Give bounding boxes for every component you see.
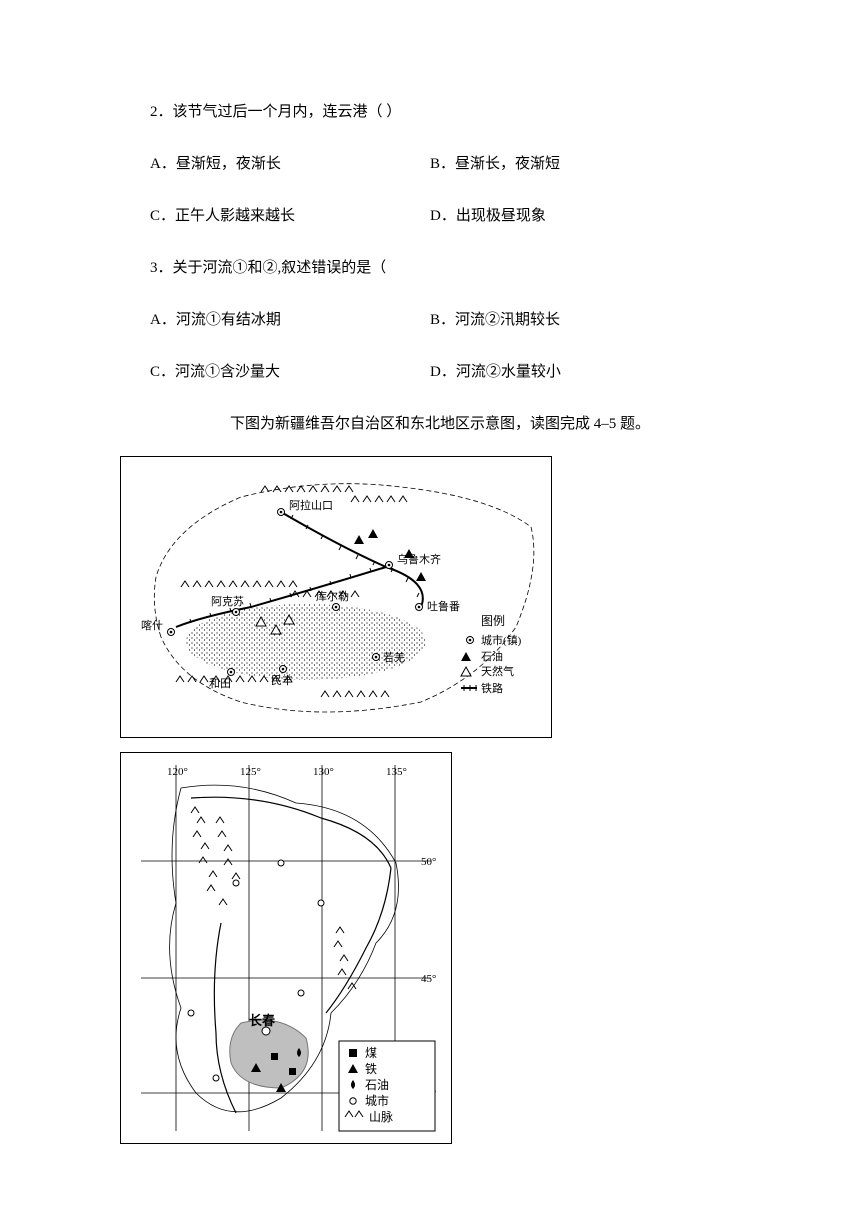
q3-row1: A．河流①有结冰期 B．河流②汛期较长 bbox=[150, 308, 730, 332]
label-korla: 库尔勒 bbox=[316, 590, 349, 603]
figure-northeast: 120° 125° 130° 135° 50° 45° 40° 长春 bbox=[120, 752, 730, 1144]
label-minfeng: 民丰 bbox=[271, 674, 293, 687]
label-hotan: 和田 bbox=[209, 677, 231, 690]
lat-1: 45° bbox=[421, 973, 436, 985]
q2-row2: C．正午人影越来越长 D．出现极昼现象 bbox=[150, 204, 730, 228]
q3-option-d: D．河流②水量较小 bbox=[430, 360, 730, 384]
legend-title: 图例 bbox=[481, 614, 505, 628]
q2-option-c: C．正午人影越来越长 bbox=[150, 204, 430, 228]
label-turpan: 吐鲁番 bbox=[427, 599, 460, 613]
legend-city: 城市(镇) bbox=[481, 633, 522, 647]
legend-coal: 煤 bbox=[365, 1046, 377, 1060]
legend-oil2: 石油 bbox=[365, 1078, 389, 1092]
map-xinjiang: 阿拉山口 乌鲁木齐 吐鲁番 库尔勒 阿克苏 喀什 和田 民丰 若羌 bbox=[120, 456, 552, 738]
q3-row2: C．河流①含沙量大 D．河流②水量较小 bbox=[150, 360, 730, 384]
q3-option-a: A．河流①有结冰期 bbox=[150, 308, 430, 332]
lon-3: 135° bbox=[386, 766, 407, 778]
lon-1: 125° bbox=[240, 766, 261, 778]
label-aksu: 阿克苏 bbox=[211, 595, 244, 608]
label-urumqi: 乌鲁木齐 bbox=[397, 552, 441, 566]
q3-stem: 3．关于河流①和②,叙述错误的是（ bbox=[150, 256, 730, 280]
q2-stem: 2．该节气过后一个月内，连云港（ ） bbox=[150, 100, 730, 124]
figure-caption: 下图为新疆维吾尔自治区和东北地区示意图，读图完成 4–5 题。 bbox=[150, 412, 730, 436]
lon-2: 130° bbox=[313, 766, 334, 778]
q2-option-a: A．昼渐短，夜渐长 bbox=[150, 152, 430, 176]
lon-0: 120° bbox=[167, 766, 188, 778]
figure-xinjiang: 阿拉山口 乌鲁木齐 吐鲁番 库尔勒 阿克苏 喀什 和田 民丰 若羌 bbox=[120, 456, 730, 738]
lat-0: 50° bbox=[421, 856, 436, 868]
q2-option-b: B．昼渐长，夜渐短 bbox=[430, 152, 730, 176]
label-changchun: 长春 bbox=[249, 1013, 276, 1028]
legend-gas: 天然气 bbox=[481, 664, 514, 678]
legend-city2: 城市 bbox=[365, 1093, 389, 1108]
legend-oil: 石油 bbox=[481, 649, 503, 663]
map-northeast: 120° 125° 130° 135° 50° 45° 40° 长春 bbox=[120, 752, 452, 1144]
label-kashi: 喀什 bbox=[141, 619, 163, 632]
legend-mountain: 山脉 bbox=[369, 1109, 393, 1124]
q3-option-b: B．河流②汛期较长 bbox=[430, 308, 730, 332]
legend-rail: 铁路 bbox=[481, 682, 503, 695]
q3-option-c: C．河流①含沙量大 bbox=[150, 360, 430, 384]
label-alashankou: 阿拉山口 bbox=[289, 498, 333, 512]
label-ruoqiang: 若羌 bbox=[383, 651, 405, 664]
q2-row1: A．昼渐短，夜渐长 B．昼渐长，夜渐短 bbox=[150, 152, 730, 176]
q2-option-d: D．出现极昼现象 bbox=[430, 204, 730, 228]
legend-iron: 铁 bbox=[365, 1062, 377, 1076]
